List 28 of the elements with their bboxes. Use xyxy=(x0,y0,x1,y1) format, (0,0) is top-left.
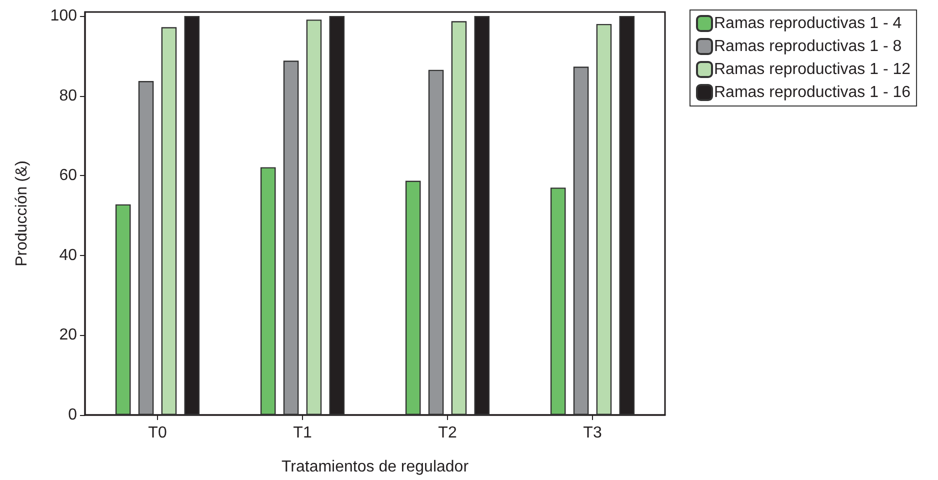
legend-label: Ramas reproductivas 1 - 8 xyxy=(714,38,902,55)
y-tick-label: 60 xyxy=(59,167,78,184)
y-axis-title: Producción (&) xyxy=(14,160,30,266)
bar xyxy=(283,60,299,415)
bar xyxy=(161,27,177,415)
bar xyxy=(550,188,566,415)
bar xyxy=(138,81,154,415)
legend-label: Ramas reproductivas 1 - 16 xyxy=(714,84,911,101)
x-axis-title: Tratamientos de regulador xyxy=(281,458,470,476)
x-tick-label: T1 xyxy=(293,424,312,442)
bar xyxy=(428,70,444,415)
bar xyxy=(573,66,589,415)
bar xyxy=(260,167,276,415)
y-tick-label: 20 xyxy=(59,326,78,344)
legend-label: Ramas reproductivas 1 - 4 xyxy=(714,15,902,32)
bar xyxy=(405,180,421,415)
y-tick-label: 100 xyxy=(50,7,78,24)
bar xyxy=(596,24,612,415)
bar xyxy=(306,20,322,415)
x-tick-label: T3 xyxy=(583,424,602,442)
y-tick-label: 40 xyxy=(59,246,78,264)
bar xyxy=(451,21,467,415)
bar xyxy=(115,204,131,415)
x-tick-label: T0 xyxy=(148,424,167,442)
y-tick-label: 80 xyxy=(59,87,78,104)
y-tick-label: 0 xyxy=(68,406,78,424)
legend-label: Ramas reproductivas 1 - 12 xyxy=(714,61,911,78)
x-tick-label: T2 xyxy=(438,424,457,442)
